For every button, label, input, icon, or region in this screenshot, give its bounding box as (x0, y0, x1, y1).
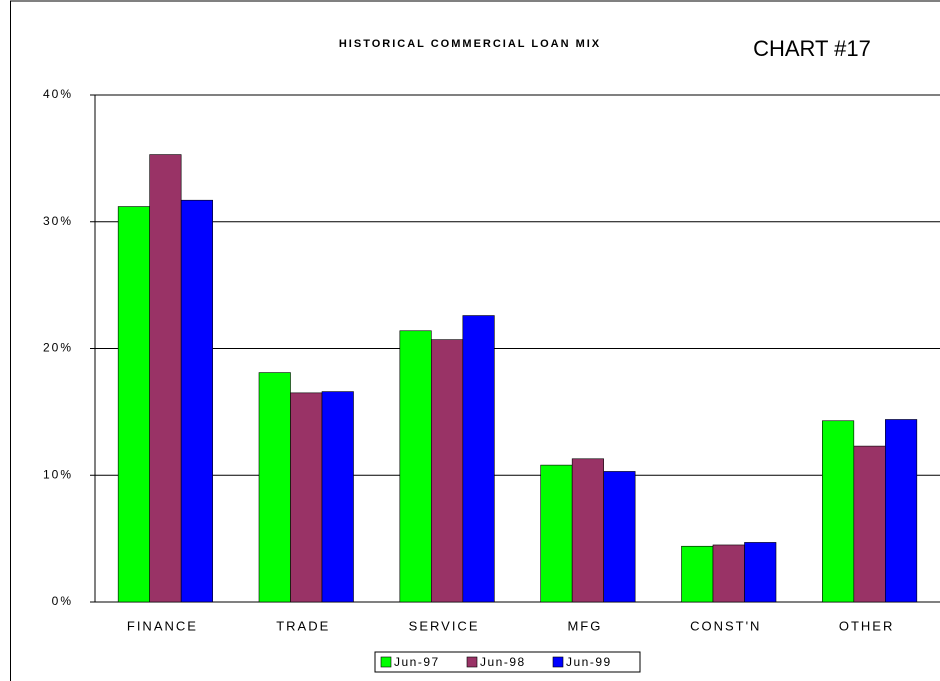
bar (321, 391, 354, 603)
legend-label: Jun-97 (394, 655, 440, 669)
bar (462, 315, 495, 603)
x-tick-label: TRADE (276, 618, 330, 633)
bar (681, 545, 714, 603)
y-tick-label: 10% (43, 467, 73, 481)
x-tick-label: SERVICE (409, 618, 480, 633)
bar (540, 464, 573, 603)
bar (853, 445, 886, 603)
annotation: CHART #17 (753, 36, 871, 61)
x-tick-label: FINANCE (127, 618, 198, 633)
bar (603, 471, 636, 603)
x-tick-label: MFG (567, 618, 602, 633)
bar (399, 330, 432, 603)
y-tick-label: 20% (43, 341, 73, 355)
legend-swatch (466, 656, 478, 668)
bar (180, 199, 213, 603)
y-tick-label: 40% (43, 87, 73, 101)
bar (149, 154, 182, 603)
legend-label: Jun-98 (480, 655, 526, 669)
x-tick-label: OTHER (839, 618, 895, 633)
bar (117, 206, 150, 603)
bar (885, 419, 918, 603)
bar (431, 339, 464, 603)
legend-swatch (380, 656, 392, 668)
y-tick-label: 0% (52, 594, 73, 608)
chart-title: HISTORICAL COMMERCIAL LOAN MIX (339, 38, 601, 50)
y-tick-label: 30% (43, 214, 73, 228)
x-tick-label: CONST'N (690, 618, 761, 633)
bar (744, 542, 777, 603)
bar (258, 372, 291, 603)
bar (571, 458, 604, 603)
legend-swatch (552, 656, 564, 668)
bar (290, 392, 323, 603)
bar (712, 544, 745, 603)
legend-label: Jun-99 (566, 655, 612, 669)
bar (822, 420, 855, 603)
legend-box (374, 651, 641, 673)
